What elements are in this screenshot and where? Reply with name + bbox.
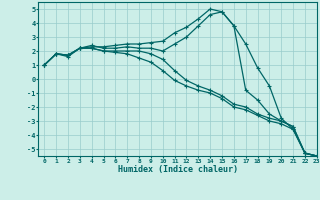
X-axis label: Humidex (Indice chaleur): Humidex (Indice chaleur) bbox=[118, 165, 238, 174]
